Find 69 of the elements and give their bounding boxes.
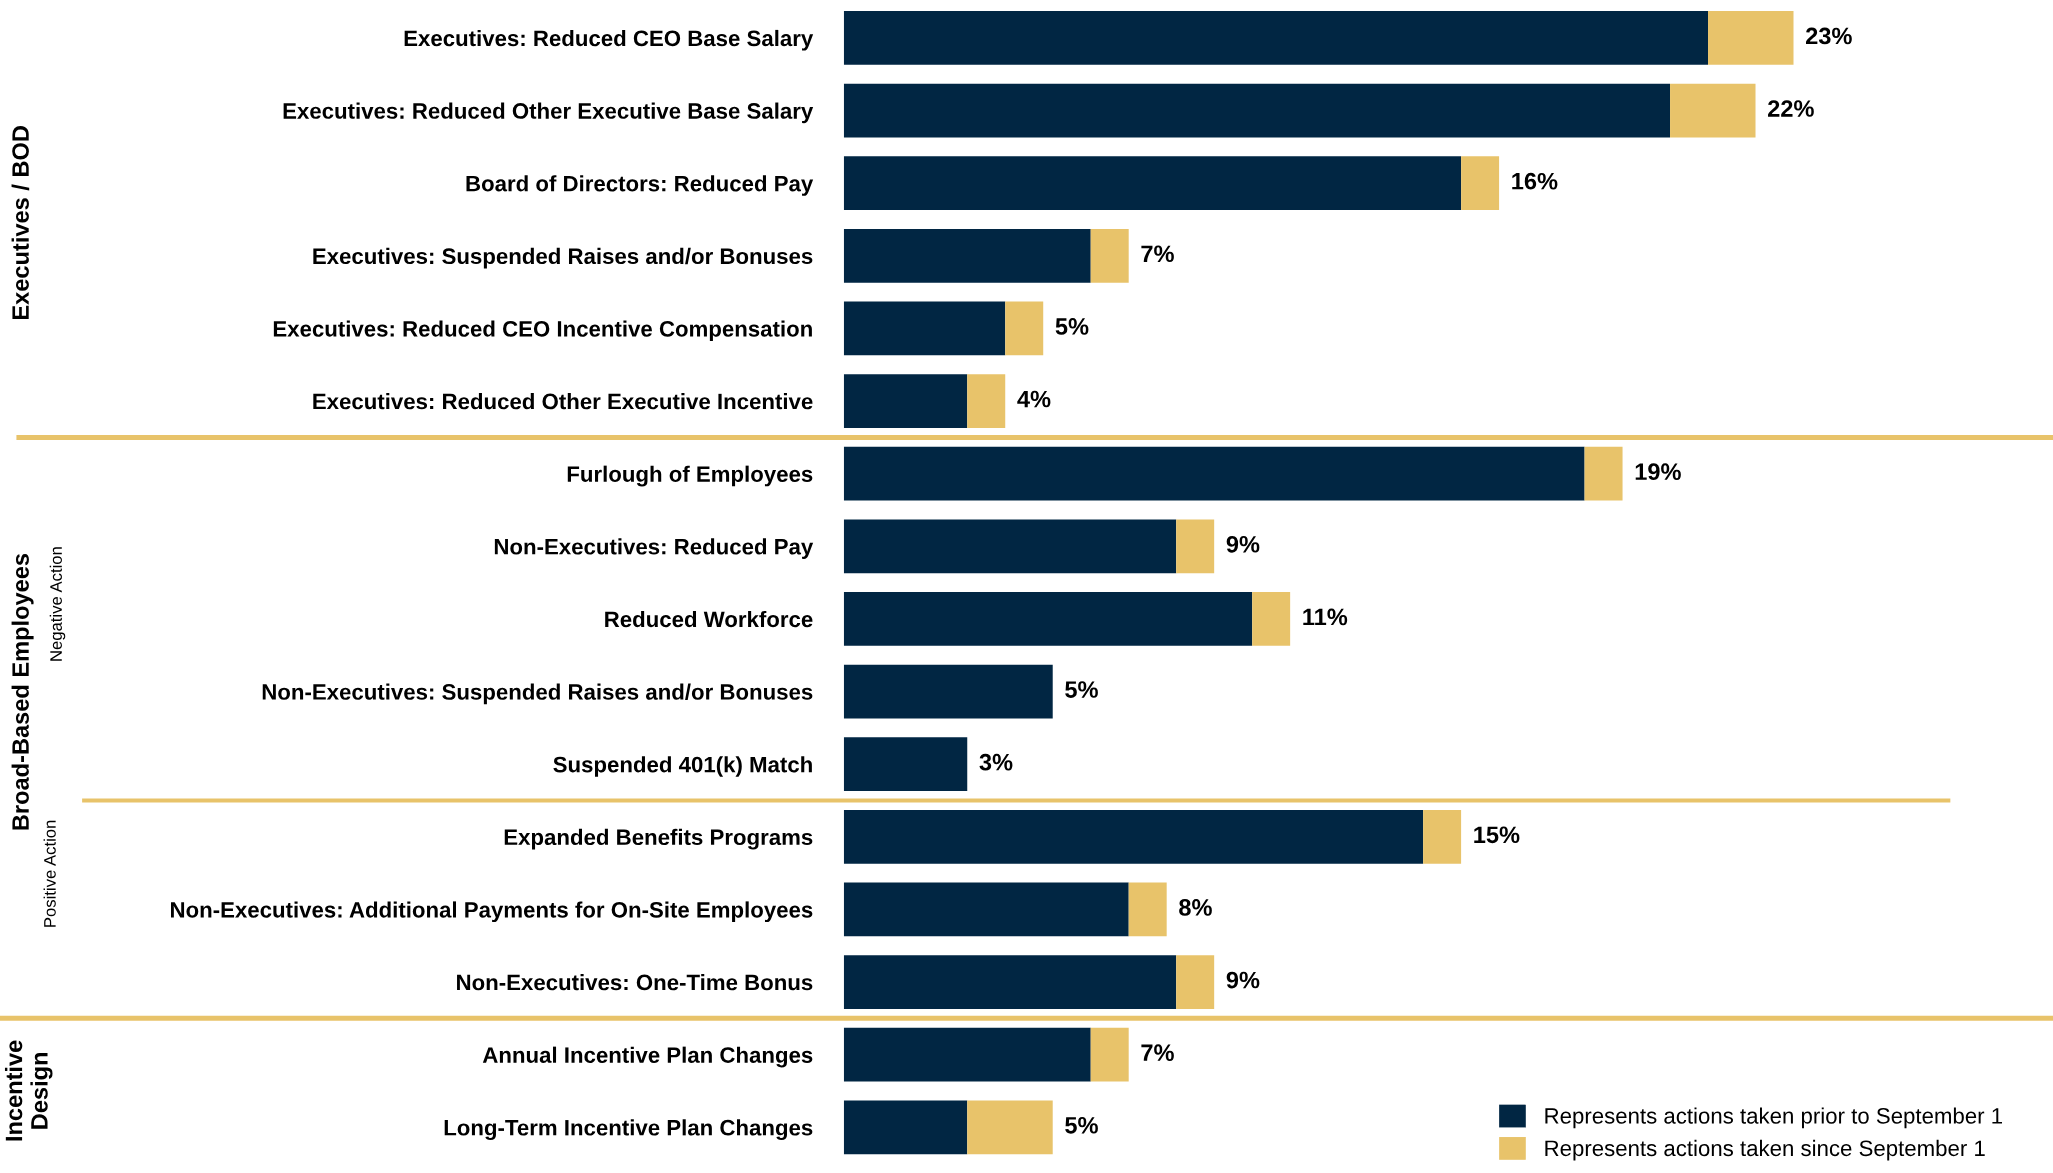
bar (843, 592, 1253, 646)
bar (843, 374, 968, 428)
y-tick-label: Annual Incentive Plan Changes (482, 1046, 813, 1068)
bar (843, 11, 1709, 65)
annotation: 9% (1226, 971, 1260, 989)
y-tick-label: Non-Executives: One-Time Bonus (457, 974, 813, 991)
bar (1176, 519, 1215, 574)
annotation: 22% (1768, 100, 1814, 117)
y-tick-label: Executives: Reduced CEO Incentive Compensation (273, 320, 812, 342)
bar (1090, 1027, 1129, 1082)
legend-label: Represents actions taken since September 1 (1545, 1139, 1985, 1161)
bar (1584, 446, 1623, 501)
y-tick-label: Long-Term Incentive Plan Changes (444, 1119, 813, 1141)
bar (1708, 11, 1794, 65)
legend-label: Represents actions taken prior to September 1 (1545, 1107, 2002, 1129)
bar (843, 737, 968, 792)
y-tick-label: Suspended 401(k) Match (553, 756, 812, 777)
bar (843, 519, 1177, 574)
y-tick-label: Executives: Reduced CEO Base Salary (404, 29, 814, 51)
bar (1461, 156, 1500, 211)
annotation: 4% (1017, 390, 1051, 408)
annotation: 9% (1226, 535, 1260, 553)
annotation: 7% (1141, 245, 1174, 263)
bar (967, 374, 1006, 428)
bar (1005, 301, 1044, 356)
y-tick-label: Non-Executives: Suspended Raises and/or Bonuses (262, 683, 813, 705)
annotation: 16% (1512, 172, 1558, 190)
annotation: 11% (1303, 608, 1348, 626)
bar (1670, 83, 1756, 138)
bar (1176, 955, 1215, 1009)
bar (843, 156, 1462, 211)
annotation: 5% (1055, 318, 1089, 335)
bar (843, 446, 1585, 501)
bar (1423, 809, 1462, 864)
annotation: 3% (979, 753, 1013, 771)
bar (1252, 592, 1291, 646)
bar (1128, 882, 1167, 937)
y-tick-label: Executives: Suspended Raises and/or Bonuses (313, 247, 813, 269)
bar (967, 1100, 1053, 1155)
bar (843, 809, 1424, 864)
y-tick-label: Furlough of Employees (567, 465, 813, 487)
y-tick-label: Non-Executives: Reduced Pay (494, 538, 814, 559)
annotation: 7% (1141, 1044, 1174, 1061)
annotation: 5% (1065, 681, 1098, 698)
annotation: 8% (1179, 899, 1212, 916)
bar (843, 882, 1129, 937)
text: Positive Action (43, 820, 56, 927)
bar (843, 301, 1006, 356)
text: Broad-Based Employees (11, 553, 34, 830)
y-tick-label: Executives: Reduced Other Executive Base Salary (283, 102, 814, 124)
annotation: 15% (1474, 826, 1520, 844)
bar (843, 1100, 968, 1155)
annotation: 23% (1806, 27, 1852, 45)
bar (843, 83, 1671, 138)
annotation: 5% (1065, 1116, 1098, 1134)
y-tick-label: Expanded Benefits Programs (504, 828, 813, 850)
y-tick-label: Reduced Workforce (605, 610, 813, 628)
text: Incentive Design (4, 1040, 53, 1141)
y-tick-label: Non-Executives: Additional Payments for On-Site Employees (171, 901, 813, 923)
text: Executives / BOD (11, 126, 30, 320)
bar (1090, 228, 1129, 283)
y-tick-label: Board of Directors: Reduced Pay (466, 175, 814, 196)
text: Negative Action (49, 547, 66, 661)
bar (843, 955, 1177, 1009)
bar (843, 228, 1091, 283)
y-tick-label: Executives: Reduced Other Executive Incentive (313, 393, 813, 410)
bar (843, 664, 1053, 719)
bar (843, 1027, 1091, 1082)
annotation: 19% (1635, 463, 1681, 481)
